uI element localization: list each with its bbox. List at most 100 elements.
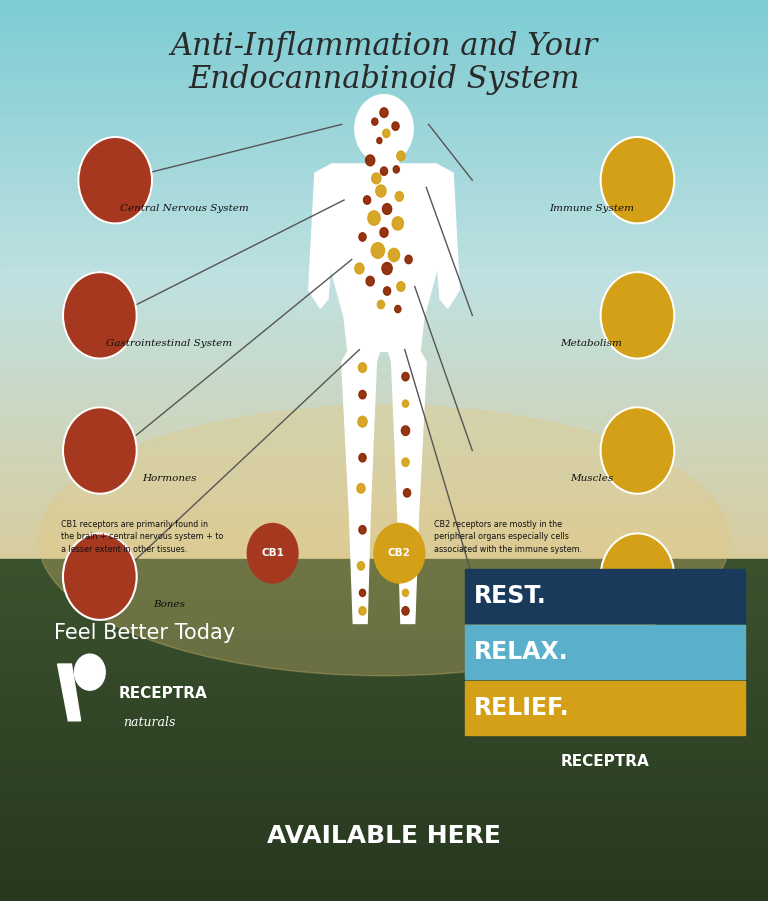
Bar bbox=[0, 73, 768, 78]
Circle shape bbox=[63, 407, 137, 494]
Circle shape bbox=[382, 129, 390, 138]
Bar bbox=[0, 45, 768, 50]
Bar bbox=[0, 67, 768, 73]
Circle shape bbox=[376, 185, 386, 197]
Bar bbox=[0, 633, 768, 639]
Circle shape bbox=[402, 525, 409, 534]
Bar bbox=[0, 536, 768, 542]
Circle shape bbox=[63, 533, 137, 620]
Bar bbox=[0, 173, 768, 178]
Bar bbox=[0, 605, 768, 610]
Ellipse shape bbox=[38, 405, 730, 676]
Circle shape bbox=[402, 400, 409, 407]
Bar bbox=[0, 622, 768, 627]
Bar bbox=[0, 781, 768, 787]
Text: Bones: Bones bbox=[153, 600, 185, 609]
Circle shape bbox=[397, 282, 405, 291]
Bar bbox=[0, 185, 768, 190]
Text: RECEPTRA: RECEPTRA bbox=[119, 687, 208, 701]
Bar bbox=[0, 458, 768, 464]
Bar bbox=[0, 106, 768, 112]
Text: Central Nervous System: Central Nervous System bbox=[120, 204, 249, 213]
Circle shape bbox=[359, 606, 366, 615]
Bar bbox=[0, 302, 768, 307]
Bar bbox=[0, 661, 768, 667]
Bar bbox=[0, 369, 768, 374]
Bar bbox=[0, 759, 768, 764]
Polygon shape bbox=[342, 351, 379, 623]
FancyBboxPatch shape bbox=[369, 133, 399, 171]
Bar bbox=[0, 430, 768, 436]
Bar bbox=[0, 615, 768, 622]
Circle shape bbox=[380, 167, 388, 176]
Bar bbox=[0, 844, 768, 850]
Bar bbox=[0, 157, 768, 162]
Bar bbox=[0, 162, 768, 168]
Circle shape bbox=[393, 166, 399, 173]
Bar bbox=[0, 190, 768, 196]
Bar bbox=[0, 508, 768, 514]
Bar bbox=[0, 610, 768, 615]
Bar bbox=[0, 587, 768, 593]
Bar bbox=[0, 896, 768, 901]
Bar bbox=[0, 262, 768, 268]
Circle shape bbox=[366, 277, 374, 286]
Bar bbox=[0, 168, 768, 173]
Bar bbox=[0, 810, 768, 815]
Circle shape bbox=[357, 484, 365, 493]
Circle shape bbox=[380, 228, 388, 237]
Bar bbox=[0, 684, 768, 690]
Bar bbox=[0, 581, 768, 587]
Bar bbox=[0, 690, 768, 696]
Circle shape bbox=[403, 561, 411, 570]
Bar bbox=[0, 514, 768, 520]
Bar bbox=[0, 598, 768, 605]
Bar bbox=[0, 650, 768, 656]
Bar bbox=[0, 5, 768, 11]
Bar bbox=[0, 855, 768, 861]
Polygon shape bbox=[389, 351, 426, 623]
Bar bbox=[0, 548, 768, 553]
Circle shape bbox=[359, 232, 366, 241]
Polygon shape bbox=[309, 164, 336, 308]
Bar bbox=[0, 764, 768, 769]
Polygon shape bbox=[326, 164, 442, 351]
Bar bbox=[0, 313, 768, 318]
Circle shape bbox=[392, 122, 399, 131]
Bar bbox=[0, 112, 768, 117]
Bar bbox=[0, 89, 768, 95]
Bar bbox=[0, 827, 768, 833]
Bar bbox=[0, 553, 768, 559]
Circle shape bbox=[359, 363, 366, 372]
Bar bbox=[0, 627, 768, 633]
Bar bbox=[0, 346, 768, 352]
Text: AVAILABLE HERE: AVAILABLE HERE bbox=[267, 824, 501, 848]
Bar bbox=[0, 23, 768, 28]
Bar bbox=[0, 285, 768, 290]
Bar bbox=[0, 644, 768, 650]
Circle shape bbox=[371, 242, 385, 259]
Bar bbox=[0, 576, 768, 581]
Bar bbox=[0, 503, 768, 508]
Circle shape bbox=[358, 416, 367, 427]
Bar bbox=[0, 656, 768, 661]
Circle shape bbox=[402, 589, 409, 596]
Bar bbox=[0, 769, 768, 776]
Bar bbox=[0, 850, 768, 855]
Bar bbox=[0, 752, 768, 759]
Circle shape bbox=[63, 272, 137, 359]
Circle shape bbox=[363, 196, 371, 205]
Text: REST.: REST. bbox=[474, 585, 547, 608]
Bar bbox=[0, 735, 768, 742]
Bar bbox=[0, 469, 768, 475]
Bar bbox=[0, 150, 768, 157]
Circle shape bbox=[601, 137, 674, 223]
Circle shape bbox=[389, 249, 399, 261]
Text: Muscles: Muscles bbox=[570, 474, 613, 483]
Bar bbox=[0, 639, 768, 644]
Circle shape bbox=[601, 533, 674, 620]
Circle shape bbox=[382, 204, 392, 214]
Circle shape bbox=[396, 192, 403, 201]
Bar bbox=[0, 701, 768, 707]
Bar bbox=[0, 815, 768, 821]
